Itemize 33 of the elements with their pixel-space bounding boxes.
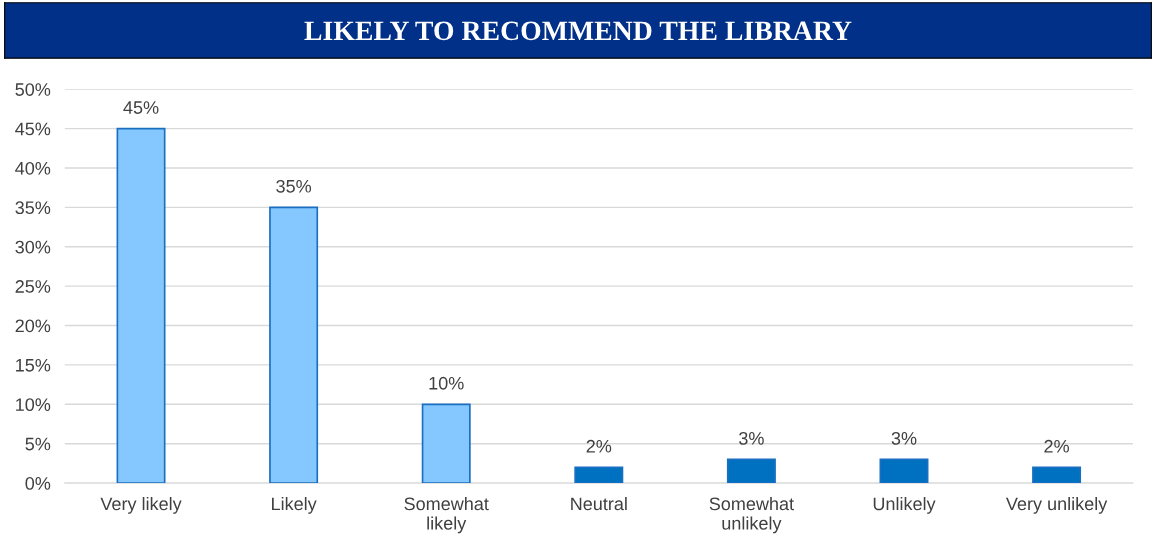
y-tick-label: 50% (15, 83, 51, 96)
data-label: 3% (739, 431, 764, 445)
x-tick-label: Very unlikely (1005, 496, 1108, 514)
bar (116, 127, 166, 484)
y-tick-label: 40% (15, 161, 51, 175)
y-tick-label: 30% (15, 240, 51, 254)
bar (574, 466, 624, 484)
data-label: 10% (429, 376, 464, 390)
x-tick-label: Somewhat unlikely (709, 496, 794, 534)
y-tick-label: 15% (16, 358, 51, 372)
x-tick-label: Somewhat likely (404, 496, 489, 534)
data-label: 35% (276, 179, 312, 193)
y-tick-label: 45% (15, 122, 51, 136)
bar (421, 403, 471, 484)
data-label: 45% (123, 101, 159, 114)
chart-title: LIKELY TO RECOMMEND THE LIBRARY (304, 21, 852, 41)
data-label: 3% (891, 431, 917, 445)
y-tick-label: 5% (25, 437, 51, 451)
bar (1032, 466, 1082, 484)
y-tick-label: 0% (25, 477, 51, 490)
y-tick-label: 10% (16, 398, 51, 412)
y-tick-label: 35% (15, 201, 51, 215)
x-tick-label: Unlikely (873, 496, 936, 514)
bar (879, 458, 929, 484)
x-tick-label: Very likely (100, 496, 182, 514)
data-label: 2% (1044, 439, 1069, 453)
data-label: 2% (586, 439, 612, 453)
x-tick-label: Neutral (571, 496, 627, 511)
bar (726, 458, 776, 484)
y-tick-label: 20% (15, 319, 51, 333)
x-tick-label: Likely (272, 496, 317, 514)
y-tick-label: 25% (15, 280, 51, 293)
bar (269, 206, 319, 484)
